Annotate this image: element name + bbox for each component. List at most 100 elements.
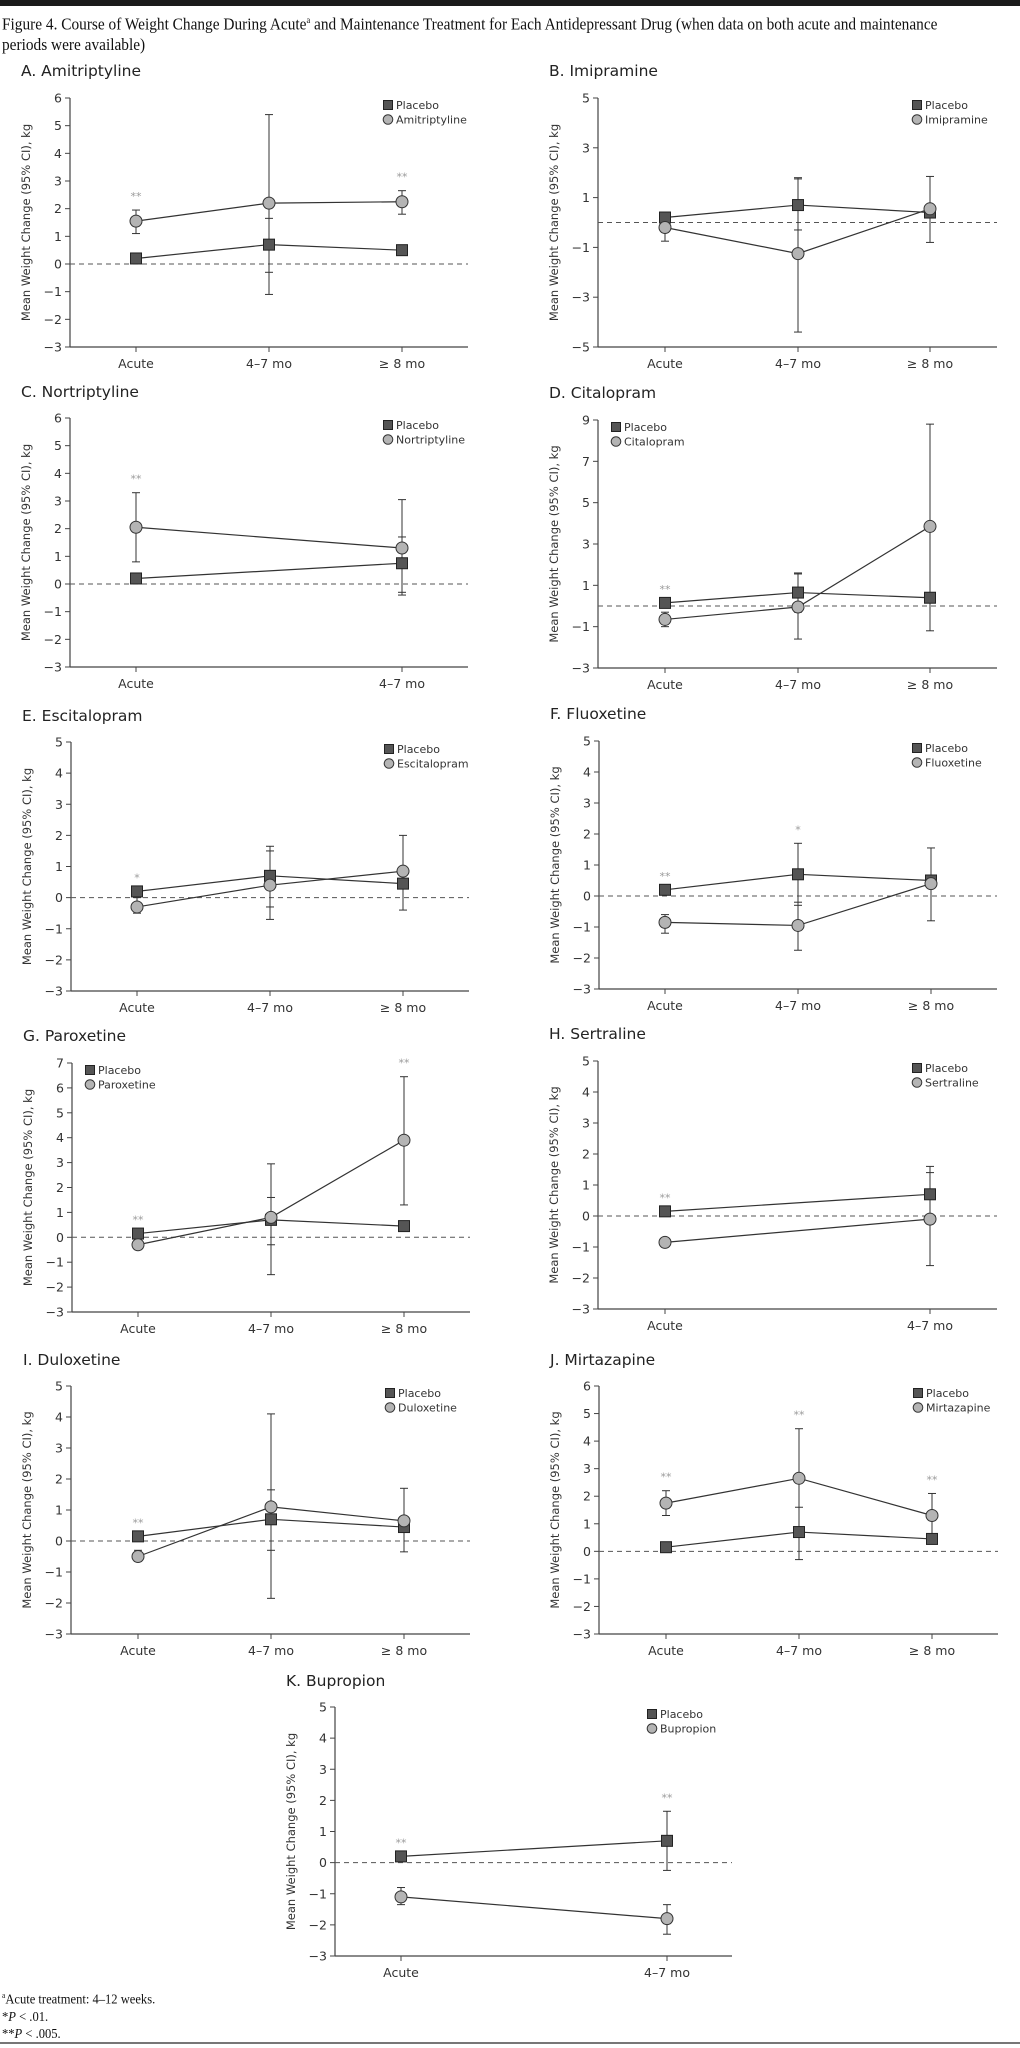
y-tick-label: 2 <box>583 827 591 842</box>
legend-label-drug: Citalopram <box>624 436 685 449</box>
y-tick-label: −2 <box>573 1599 591 1614</box>
y-tick-label: 1 <box>319 1824 327 1839</box>
significance-marker: ** <box>133 1214 145 1227</box>
footnote-double-star: **P < .005. <box>2 2025 61 2041</box>
panel-j: J. Mirtazapine Mean Weight Change (95% CI… <box>548 1351 998 1658</box>
significance-marker: ** <box>660 583 672 596</box>
legend: Placebo Citalopram <box>610 421 685 449</box>
panel-title: B. Imipramine <box>549 62 658 80</box>
significance-marker: ** <box>661 1471 673 1484</box>
drug-point <box>397 1133 411 1147</box>
placebo-point <box>660 1541 672 1554</box>
y-tick-label: −3 <box>44 340 62 355</box>
legend-label-drug: Bupropion <box>660 1723 716 1736</box>
y-tick-label: 2 <box>55 828 63 843</box>
placebo-point <box>924 591 936 604</box>
x-tick-label: ≥ 8 mo <box>379 356 425 371</box>
y-tick-label: 3 <box>54 494 62 509</box>
drug-point <box>264 1210 278 1224</box>
legend-label-drug: Fluoxetine <box>925 757 982 770</box>
panel-g: G. Paroxetine Mean Weight Change (95% CI)… <box>21 1027 470 1336</box>
drug-point <box>130 900 144 914</box>
drug-point <box>658 612 672 626</box>
y-tick-label: 1 <box>582 578 590 593</box>
y-axis-label: Mean Weight Change (95% CI), kg <box>21 1089 35 1286</box>
placebo-point <box>792 586 804 599</box>
legend-label-placebo: Placebo <box>926 1387 969 1400</box>
legend-label-placebo: Placebo <box>660 1708 703 1721</box>
placebo-point <box>395 1850 407 1863</box>
placebo-point <box>130 572 142 585</box>
y-tick-label: 5 <box>583 1406 591 1421</box>
y-tick-label: 4 <box>319 1731 327 1746</box>
legend-label-placebo: Placebo <box>925 99 968 112</box>
placebo-point <box>926 1532 938 1545</box>
series-line-placebo <box>400 1840 668 1857</box>
y-tick-label: −2 <box>309 1917 327 1932</box>
significance-marker: ** <box>396 1836 408 1849</box>
placebo-point <box>396 244 408 257</box>
legend-label-drug: Paroxetine <box>98 1079 156 1092</box>
drug-point <box>131 1238 145 1252</box>
legend: Placebo Paroxetine <box>84 1064 156 1092</box>
placebo-point <box>265 1513 277 1526</box>
y-tick-label: 5 <box>55 735 63 750</box>
drug-point <box>658 1235 672 1249</box>
y-tick-label: −1 <box>45 1565 63 1580</box>
series-line-nortriptyline <box>135 526 403 549</box>
x-tick-label: 4–7 mo <box>775 677 821 692</box>
y-axis-label: Mean Weight Change (95% CI), kg <box>20 768 34 965</box>
y-tick-label: −1 <box>44 604 62 619</box>
y-tick-label: 3 <box>55 1441 63 1456</box>
y-tick-label: −1 <box>573 1571 591 1586</box>
legend-drug-circle-icon <box>84 1079 96 1090</box>
placebo-point <box>792 868 804 881</box>
drug-point <box>925 1509 939 1523</box>
y-tick-label: 5 <box>55 1379 63 1394</box>
x-tick-label: Acute <box>647 1318 683 1333</box>
x-tick-label: ≥ 8 mo <box>908 998 954 1013</box>
legend: Placebo Duloxetine <box>384 1387 457 1415</box>
significance-marker: * <box>134 871 140 884</box>
y-tick-label: −3 <box>45 984 63 999</box>
drug-point <box>660 1912 674 1926</box>
footnote-a: aAcute treatment: 4–12 weeks. <box>2 1991 156 2007</box>
y-tick-label: 0 <box>55 1534 63 1549</box>
panel-title: C. Nortriptyline <box>21 383 139 401</box>
panel-b: B. Imipramine Mean Weight Change (95% CI)… <box>547 62 997 371</box>
y-tick-label: 0 <box>54 577 62 592</box>
x-tick-label: 4–7 mo <box>907 1318 953 1333</box>
y-tick-label: 3 <box>582 537 590 552</box>
x-tick-label: 4–7 mo <box>248 1643 294 1658</box>
y-tick-label: 5 <box>582 91 590 106</box>
x-tick-label: Acute <box>120 1321 156 1336</box>
drug-point <box>262 196 276 210</box>
y-tick-label: 5 <box>319 1700 327 1715</box>
panel-title: F. Fluoxetine <box>550 705 646 723</box>
x-tick-label: 4–7 mo <box>248 1321 294 1336</box>
legend-label-drug: Imipramine <box>925 114 988 127</box>
series-line-sertraline <box>664 1218 931 1243</box>
x-tick-label: ≥ 8 mo <box>381 1643 427 1658</box>
drug-point <box>792 1471 806 1485</box>
y-tick-label: 5 <box>54 118 62 133</box>
x-tick-label: Acute <box>648 1643 684 1658</box>
legend-label-drug: Nortriptyline <box>396 434 465 447</box>
legend-placebo-square-icon <box>912 1063 922 1073</box>
y-axis-label: Mean Weight Change (95% CI), kg <box>547 124 561 321</box>
y-tick-label: −2 <box>572 1271 590 1286</box>
significance-marker: ** <box>927 1473 939 1486</box>
drug-point <box>131 1550 145 1563</box>
y-tick-label: 4 <box>56 1130 64 1145</box>
y-tick-label: 7 <box>56 1056 64 1071</box>
y-tick-label: −3 <box>45 1627 63 1642</box>
significance-marker: ** <box>794 1409 806 1422</box>
panel-f: F. Fluoxetine Mean Weight Change (95% CI)… <box>548 705 997 1013</box>
legend-label-drug: Escitalopram <box>397 758 469 771</box>
placebo-point <box>396 557 408 570</box>
legend-label-drug: Duloxetine <box>398 1402 457 1415</box>
y-tick-label: −3 <box>46 1305 64 1320</box>
x-tick-label: Acute <box>647 356 683 371</box>
y-tick-label: 1 <box>583 858 591 873</box>
drug-point <box>394 1890 408 1904</box>
